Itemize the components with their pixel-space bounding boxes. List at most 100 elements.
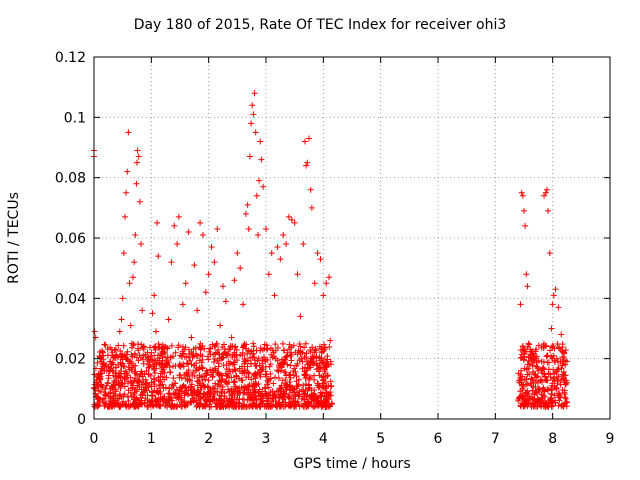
data-point [181,402,188,409]
y-tick-label: 0.08 [55,171,86,187]
data-point [291,403,298,410]
data-point [258,393,265,400]
data-point [98,381,105,388]
data-point [188,334,195,341]
data-point [310,403,317,410]
data-point [107,394,114,401]
data-point [244,397,251,404]
data-point [249,403,256,410]
data-point [251,90,258,97]
data-point [548,325,555,332]
data-point [524,361,531,368]
data-point [539,378,546,385]
x-axis-ticks: 0 1 2 3 4 5 6 7 8 9 [90,57,614,447]
data-point [151,352,158,359]
data-point [526,341,533,348]
data-point [518,354,525,361]
data-point [205,384,212,391]
data-point [91,381,98,388]
data-point [234,392,241,399]
data-point [144,358,151,365]
data-point [244,403,251,410]
data-point [262,368,269,375]
data-point [109,384,116,391]
data-point [241,367,248,374]
data-point [177,364,184,371]
data-point [245,374,252,381]
data-point [154,219,161,226]
data-point [545,387,552,394]
data-point [185,354,192,361]
data-point [323,389,330,396]
data-point [533,346,540,353]
data-point [214,369,221,376]
y-tick-label: 0.02 [55,352,86,368]
data-point [272,374,279,381]
data-point [254,369,261,376]
data-point [545,359,552,366]
data-point [158,366,165,373]
data-point [182,280,189,287]
data-point [168,384,175,391]
data-point [327,337,334,344]
data-point [161,369,168,376]
data-point [179,301,186,308]
data-point [539,386,546,393]
data-point [253,192,260,199]
data-point [217,396,224,403]
data-point [197,393,204,400]
data-point [93,376,100,383]
data-point [525,357,532,364]
data-point [155,374,162,381]
data-point [252,362,259,369]
data-point [521,400,528,407]
data-point [540,358,547,365]
data-point [557,394,564,401]
data-point [529,387,536,394]
data-point [283,372,290,379]
data-point [228,334,235,341]
data-point [221,346,228,353]
data-point [189,351,196,358]
data-point [303,381,310,388]
data-point [230,359,237,366]
data-point [219,383,226,390]
data-point [228,392,235,399]
data-point [112,392,119,399]
data-point [115,342,122,349]
data-point [123,402,130,409]
data-point [305,360,312,367]
data-point [257,373,264,380]
data-point [240,301,247,308]
data-point [307,374,314,381]
data-point [314,250,321,257]
data-point [176,390,183,397]
data-point [253,396,260,403]
data-point [291,219,298,226]
data-point [128,344,135,351]
data-point [290,372,297,379]
data-point [227,360,234,367]
data-point [96,348,103,355]
data-point [199,231,206,238]
data-point [212,365,219,372]
data-point [250,340,257,347]
data-point [247,354,254,361]
data-point [311,372,318,379]
data-point [157,378,164,385]
data-point [522,393,529,400]
data-point [522,348,529,355]
data-point [288,344,295,351]
data-point [137,394,144,401]
data-point [545,207,552,214]
data-point [296,340,303,347]
data-point [159,341,166,348]
data-point [267,389,274,396]
data-point [302,340,309,347]
data-point [317,256,324,263]
data-point [524,283,531,290]
data-point [167,369,174,376]
data-point [130,342,137,349]
data-point [527,346,534,353]
data-point [292,392,299,399]
